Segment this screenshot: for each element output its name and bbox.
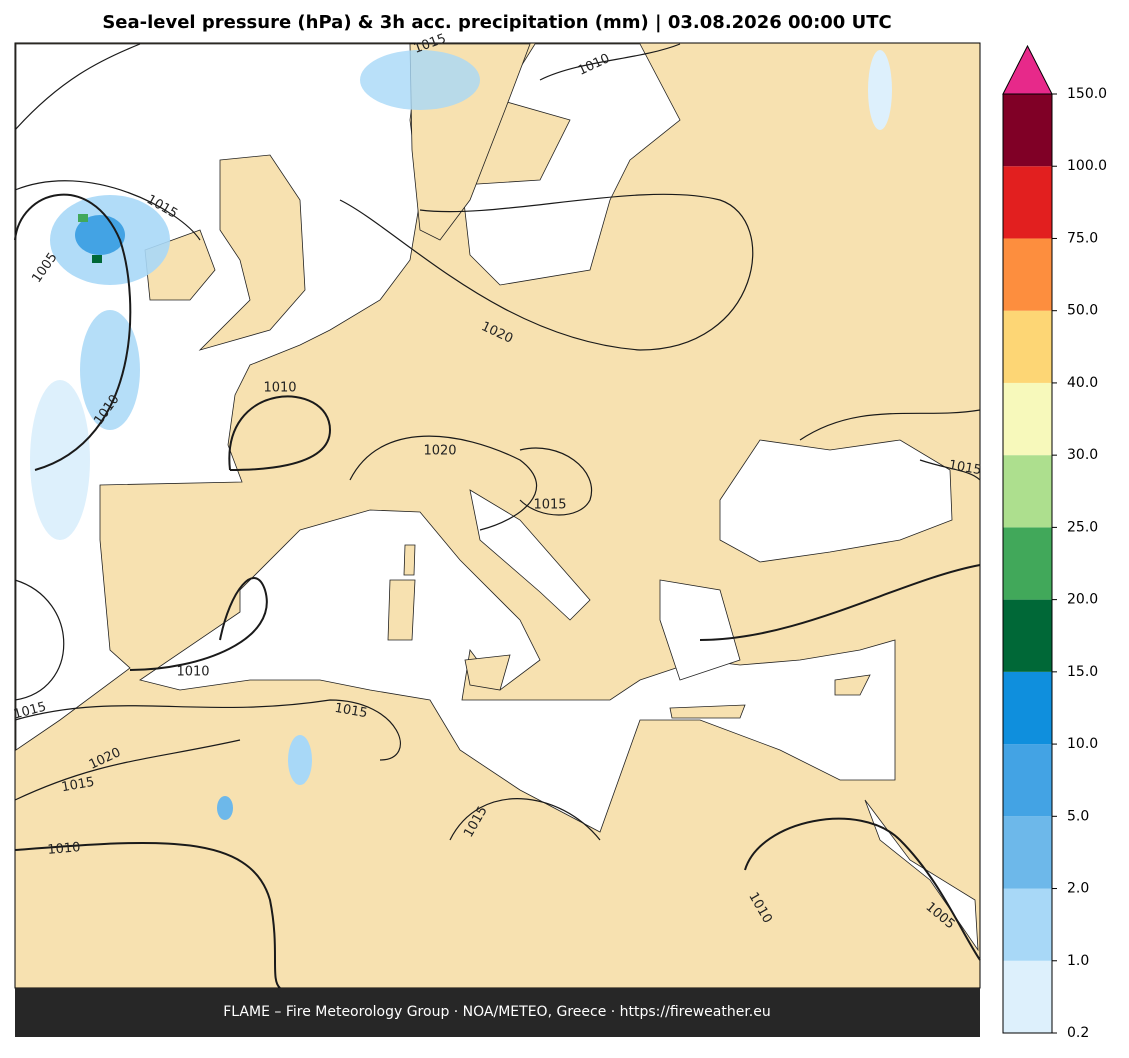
colorbar-bin [1003, 238, 1052, 311]
colorbar-tick-label: 40.0 [1067, 375, 1098, 391]
colorbar-tick-label: 50.0 [1067, 303, 1098, 319]
colorbar-tick-label: 1.0 [1067, 953, 1089, 969]
colorbar-tick-label: 15.0 [1067, 664, 1098, 680]
colorbar-bin [1003, 382, 1052, 456]
colorbar-tick-label: 75.0 [1067, 230, 1098, 246]
colorbar-bin [1003, 527, 1052, 600]
map: 1010101510051010101010201020101510151010… [12, 31, 983, 989]
colorbar-bin [1003, 888, 1052, 961]
colorbar-tick-label: 20.0 [1067, 592, 1098, 608]
title: Sea-level pressure (hPa) & 3h acc. preci… [102, 12, 891, 33]
contour-label: 1015 [333, 701, 368, 722]
contour-label: 1015 [60, 775, 95, 796]
colorbar-bin [1003, 816, 1052, 889]
colorbar-tick-label: 2.0 [1067, 881, 1089, 897]
colorbar-tick-label: 10.0 [1067, 736, 1098, 752]
colorbar-tick-label: 150.0 [1067, 86, 1107, 102]
colorbar-extend [1002, 44, 1053, 95]
colorbar-bin [1003, 455, 1052, 528]
colorbar-tick-label: 30.0 [1067, 447, 1098, 463]
footer-text: FLAME – Fire Meteorology Group · NOA/MET… [223, 1004, 771, 1020]
contour-label: 1010 [263, 381, 296, 396]
colorbar-bin [1003, 599, 1052, 672]
colorbar-tick-label: 25.0 [1067, 519, 1098, 535]
colorbar-tick-label: 0.2 [1067, 1025, 1089, 1041]
contour-label: 1010 [47, 840, 81, 858]
colorbar-bin [1003, 960, 1052, 1033]
contour-label: 1015 [533, 498, 566, 513]
colorbar-bin [1003, 310, 1052, 383]
colorbar: 0.2 1.0 2.0 5.0 10.0 15.0 20.0 25.0 30.0 40.0 50.0… [1002, 44, 1107, 1041]
colorbar-frame [1002, 93, 1053, 1034]
contour-label: 1010 [176, 665, 209, 680]
contour-label: 1015 [947, 458, 982, 479]
colorbar-tick-label: 100.0 [1067, 158, 1107, 174]
colorbar-bin [1003, 744, 1052, 817]
colorbar-bin [1003, 94, 1052, 167]
colorbar-bin [1003, 166, 1052, 239]
isobars [14, 43, 981, 989]
colorbar-tick-label: 5.0 [1067, 808, 1089, 824]
footer-bar [15, 988, 980, 1037]
colorbar-bin [1003, 671, 1052, 745]
contour-label: 1020 [423, 444, 456, 459]
